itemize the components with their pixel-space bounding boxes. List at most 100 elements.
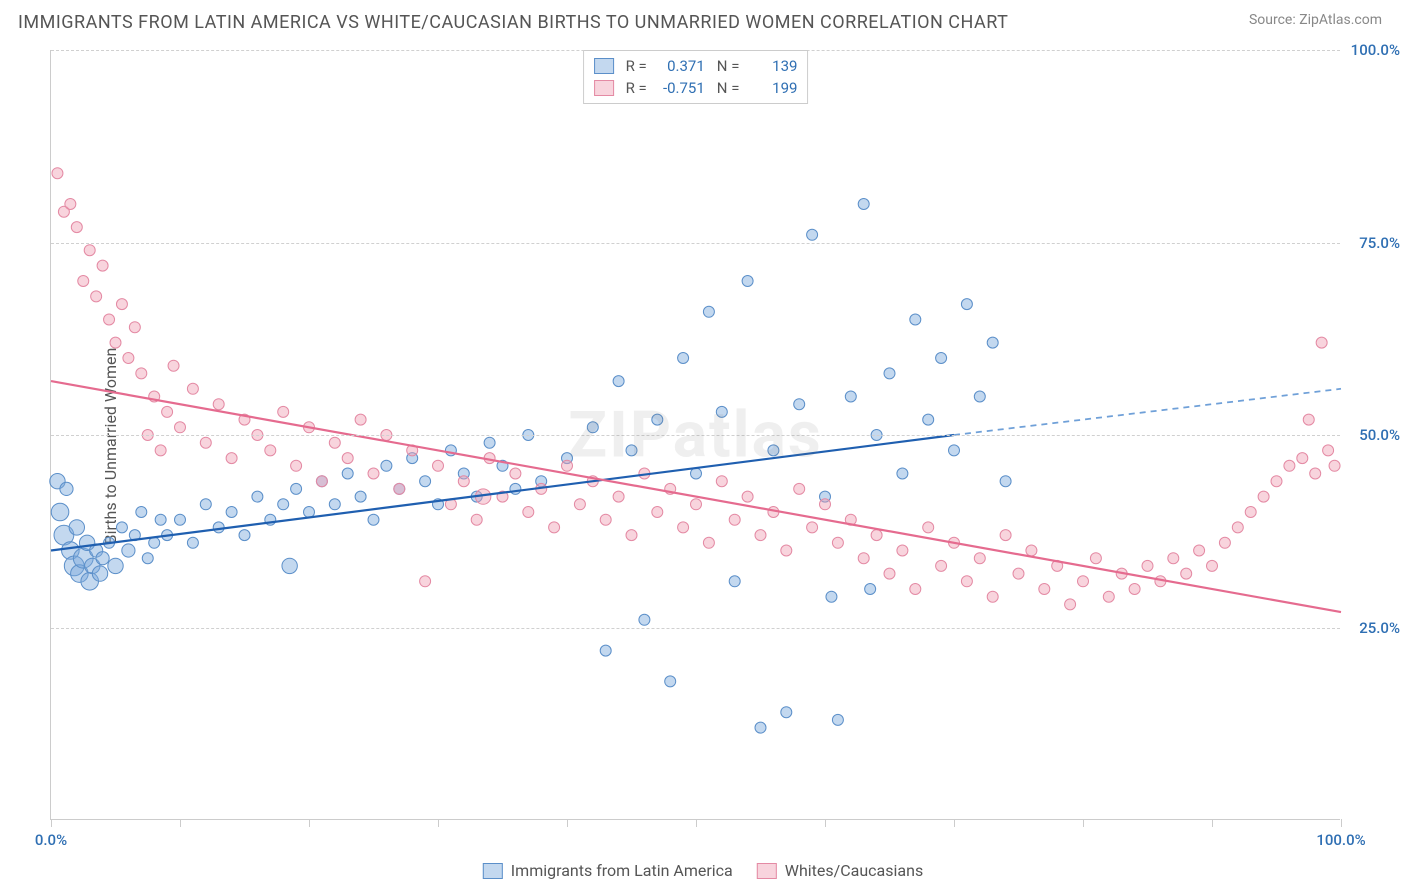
data-point bbox=[136, 507, 147, 518]
data-point bbox=[278, 406, 289, 417]
data-point bbox=[600, 645, 611, 656]
data-point bbox=[155, 445, 166, 456]
data-point bbox=[1000, 530, 1011, 541]
data-point bbox=[678, 353, 689, 364]
ytick-label: 75.0% bbox=[1359, 234, 1400, 252]
data-point bbox=[355, 414, 366, 425]
data-point bbox=[510, 468, 521, 479]
data-point bbox=[342, 453, 353, 464]
chart-title: IMMIGRANTS FROM LATIN AMERICA VS WHITE/C… bbox=[18, 12, 1008, 33]
legend-item-blue: Immigrants from Latin America bbox=[483, 861, 733, 880]
gridline bbox=[51, 628, 1340, 629]
data-point bbox=[691, 468, 702, 479]
n-value-blue: 139 bbox=[747, 57, 797, 75]
data-point bbox=[600, 514, 611, 525]
xtick bbox=[825, 819, 826, 827]
data-point bbox=[884, 368, 895, 379]
data-point bbox=[1297, 453, 1308, 464]
data-point bbox=[252, 491, 263, 502]
data-point bbox=[175, 514, 186, 525]
xtick bbox=[309, 819, 310, 827]
data-point bbox=[97, 260, 108, 271]
data-point bbox=[1181, 568, 1192, 579]
data-point bbox=[1323, 445, 1334, 456]
xtick bbox=[51, 819, 52, 827]
data-point bbox=[187, 537, 198, 548]
source-name: ZipAtlas.com bbox=[1299, 12, 1382, 28]
data-point bbox=[845, 391, 856, 402]
data-point bbox=[122, 544, 135, 557]
data-point bbox=[1245, 507, 1256, 518]
data-point bbox=[716, 406, 727, 417]
data-point bbox=[239, 530, 250, 541]
n-label: N = bbox=[717, 79, 740, 97]
data-point bbox=[108, 558, 123, 573]
plot-area: ZIPatlas R = 0.371 N = 139 R = -0.751 N … bbox=[50, 50, 1340, 820]
data-point bbox=[961, 299, 972, 310]
trend-line-extrapolated bbox=[954, 389, 1341, 435]
data-point bbox=[923, 414, 934, 425]
data-point bbox=[987, 591, 998, 602]
data-point bbox=[129, 322, 140, 333]
legend-row-blue: R = 0.371 N = 139 bbox=[594, 55, 798, 77]
data-point bbox=[291, 483, 302, 494]
data-point bbox=[136, 368, 147, 379]
data-point bbox=[52, 168, 63, 179]
ytick-label: 100.0% bbox=[1351, 41, 1400, 59]
data-point bbox=[1219, 537, 1230, 548]
n-value-pink: 199 bbox=[747, 79, 797, 97]
legend-label-blue: Immigrants from Latin America bbox=[511, 861, 733, 880]
data-point bbox=[1303, 414, 1314, 425]
correlation-legend: R = 0.371 N = 139 R = -0.751 N = 199 bbox=[583, 50, 809, 104]
data-point bbox=[961, 576, 972, 587]
data-point bbox=[175, 422, 186, 433]
data-point bbox=[1329, 460, 1340, 471]
data-point bbox=[562, 460, 573, 471]
data-point bbox=[1065, 599, 1076, 610]
data-point bbox=[755, 530, 766, 541]
data-point bbox=[936, 560, 947, 571]
swatch-blue bbox=[594, 58, 614, 74]
data-point bbox=[1271, 476, 1282, 487]
data-point bbox=[1207, 560, 1218, 571]
gridline bbox=[51, 243, 1340, 244]
data-point bbox=[368, 514, 379, 525]
data-point bbox=[1194, 545, 1205, 556]
data-point bbox=[729, 514, 740, 525]
data-point bbox=[433, 460, 444, 471]
data-point bbox=[832, 537, 843, 548]
data-point bbox=[484, 437, 495, 448]
data-point bbox=[1013, 568, 1024, 579]
data-point bbox=[768, 445, 779, 456]
data-point bbox=[826, 591, 837, 602]
data-point bbox=[716, 476, 727, 487]
data-point bbox=[96, 552, 109, 565]
data-point bbox=[1103, 591, 1114, 602]
data-point bbox=[910, 314, 921, 325]
data-point bbox=[626, 530, 637, 541]
data-point bbox=[897, 545, 908, 556]
data-point bbox=[858, 199, 869, 210]
n-label: N = bbox=[717, 57, 740, 75]
legend-label-pink: Whites/Caucasians bbox=[785, 861, 923, 880]
data-point bbox=[1026, 545, 1037, 556]
data-point bbox=[652, 414, 663, 425]
data-point bbox=[871, 530, 882, 541]
data-point bbox=[587, 422, 598, 433]
legend-item-pink: Whites/Caucasians bbox=[757, 861, 923, 880]
data-point bbox=[420, 476, 431, 487]
data-point bbox=[316, 476, 327, 487]
data-point bbox=[291, 460, 302, 471]
data-point bbox=[755, 722, 766, 733]
data-point bbox=[1142, 560, 1153, 571]
data-point bbox=[142, 553, 153, 564]
data-point bbox=[282, 558, 297, 573]
data-point bbox=[1000, 476, 1011, 487]
data-point bbox=[265, 445, 276, 456]
data-point bbox=[974, 391, 985, 402]
data-point bbox=[71, 222, 82, 233]
source-credit: Source: ZipAtlas.com bbox=[1249, 12, 1382, 28]
data-point bbox=[781, 545, 792, 556]
data-point bbox=[574, 499, 585, 510]
data-point bbox=[1310, 468, 1321, 479]
